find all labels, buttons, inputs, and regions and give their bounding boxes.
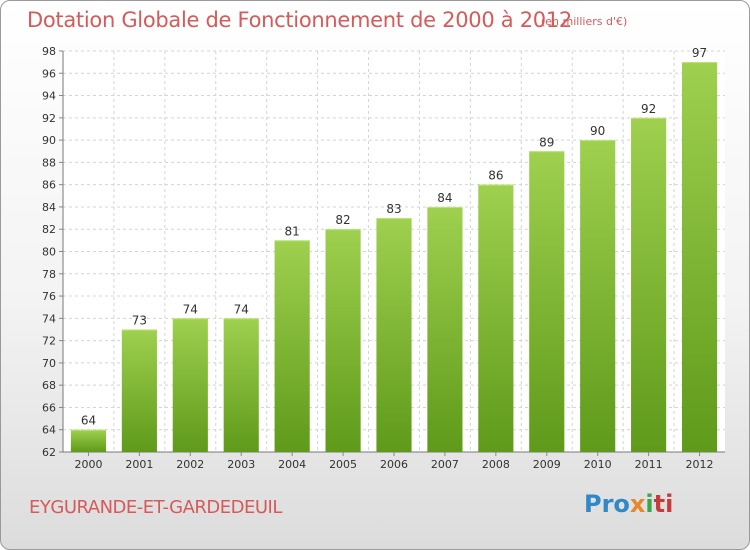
proxiti-logo[interactable]: Proxiti [584,490,673,518]
data-label: 86 [488,169,503,183]
y-tick-label: 98 [42,45,56,58]
y-tick-label: 66 [42,401,56,414]
y-tick-label: 86 [42,179,56,192]
x-tick-label: 2003 [227,458,255,471]
bar-2006 [376,218,412,452]
data-label: 64 [81,414,96,428]
data-label: 81 [285,224,300,238]
data-label: 83 [386,202,401,216]
data-label: 73 [132,313,147,327]
data-label: 74 [234,302,249,316]
y-tick-label: 74 [42,312,56,325]
x-tick-label: 2008 [482,458,510,471]
y-tick-label: 70 [42,357,56,370]
data-label: 92 [641,102,656,116]
y-tick-label: 90 [42,134,56,147]
x-tick-label: 2006 [380,458,408,471]
bars [70,62,718,453]
commune-name: EYGURANDE-ET-GARDEDEUIL [29,497,282,518]
x-tick-label: 2007 [431,458,459,471]
bar-2000 [70,429,107,452]
bar-2004 [274,240,310,452]
data-label: 84 [437,191,452,205]
chart-subtitle: (en milliers d'€) [541,15,628,28]
bar-2011 [631,117,667,452]
bar-2001 [121,329,157,452]
data-label: 82 [335,213,350,227]
data-label: 90 [590,124,605,138]
logo-part-2: x [629,490,646,518]
labels: 62 64 66 68 70 72 74 76 78 80 82 84 86 88 90 92 94 96 98 64… [42,45,714,471]
data-label: 89 [539,135,554,149]
bar-2008 [478,184,514,452]
x-tick-label: 2001 [125,458,153,471]
bar-2007 [427,206,463,452]
x-tick-label: 2012 [686,458,714,471]
y-tick-label: 88 [42,156,56,169]
x-tick-label: 2011 [635,458,663,471]
y-tick-label: 76 [42,290,56,303]
y-tick-label: 84 [42,201,56,214]
y-tick-label: 78 [42,268,56,281]
y-tick-label: 92 [42,112,56,125]
x-tick-label: 2004 [278,458,306,471]
x-tick-label: 2010 [584,458,612,471]
y-tick-label: 94 [42,90,56,103]
y-tick-label: 64 [42,424,56,437]
logo-part-3: i [645,490,654,518]
chart-title: Dotation Globale de Fonctionnement de 20… [27,8,572,32]
x-tick-label: 2000 [74,458,102,471]
y-tick-label: 82 [42,223,56,236]
x-tick-label: 2005 [329,458,357,471]
y-tick-label: 96 [42,67,56,80]
y-tick-label: 62 [42,446,56,459]
y-tick-label: 72 [42,335,56,348]
x-tick-label: 2009 [533,458,561,471]
bar-2009 [529,151,565,452]
logo-part-4: ti [653,490,674,518]
bar-2002 [172,318,208,452]
y-tick-label: 68 [42,379,56,392]
x-tick-label: 2002 [176,458,204,471]
y-tick-label: 80 [42,246,56,259]
logo-part-1: Pro [584,490,630,518]
bar-2005 [325,229,361,452]
data-label: 97 [692,46,707,60]
data-label: 74 [183,302,198,316]
bar-2012 [681,62,718,453]
bar-2010 [580,140,616,452]
bar-2003 [223,318,259,452]
